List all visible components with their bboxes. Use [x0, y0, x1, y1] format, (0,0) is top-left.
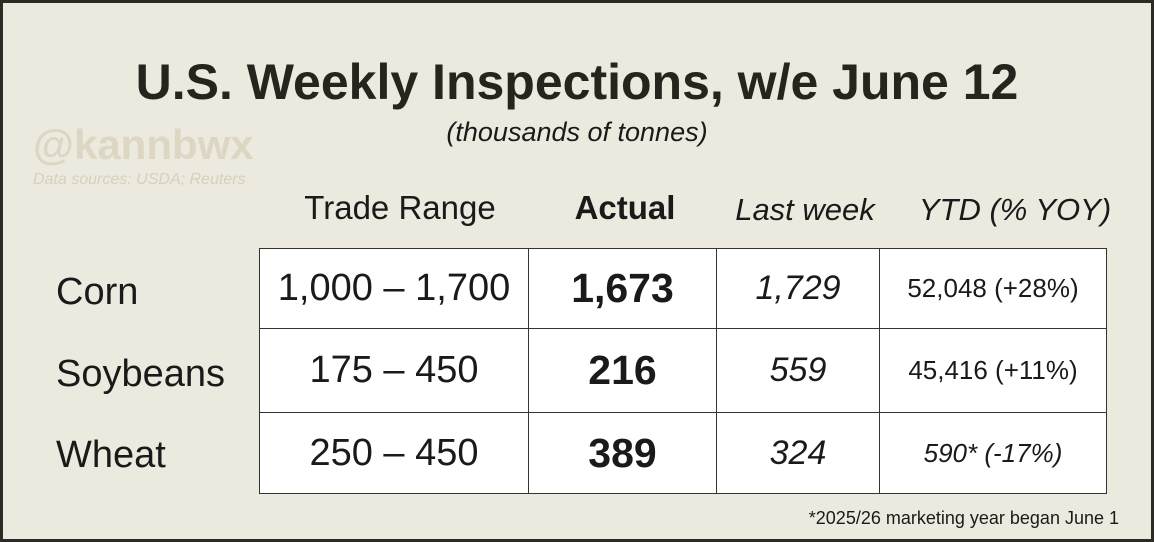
- row-label: Wheat: [56, 434, 166, 476]
- table-cell: 1,673: [528, 248, 717, 329]
- table-cell: 175 – 450: [259, 328, 529, 413]
- table-row: 1,000 – 1,700 1,673 1,729 52,048 (+28%): [259, 248, 1107, 329]
- table-cell: 1,000 – 1,700: [259, 248, 529, 329]
- table-cell: 389: [528, 412, 717, 494]
- footnote: *2025/26 marketing year began June 1: [808, 508, 1119, 528]
- column-header: Trade Range: [304, 189, 496, 226]
- title: U.S. Weekly Inspections, w/e June 12: [135, 54, 1019, 110]
- table: 1,000 – 1,700 1,673 1,729 52,048 (+28%) 175 …: [259, 248, 1107, 494]
- table-cell: 250 – 450: [259, 412, 529, 494]
- row-label: Soybeans: [56, 353, 226, 395]
- column-header: Last week: [735, 192, 875, 227]
- source: Data sources: USDA; Reuters: [33, 171, 246, 188]
- table-cell: 216: [528, 328, 717, 413]
- table-row: 175 – 450 216 559 45,416 (+11%): [259, 328, 1107, 413]
- table-cell: 324: [716, 412, 880, 494]
- table-cell: 590* (-17%): [879, 412, 1107, 494]
- table-row: 250 – 450 389 324 590* (-17%): [259, 412, 1107, 494]
- subtitle: (thousands of tonnes): [446, 117, 708, 147]
- table-cell: 1,729: [716, 248, 880, 329]
- table-cell: 559: [716, 328, 880, 413]
- row-label: Corn: [56, 271, 139, 313]
- watermark: @kannbwx: [33, 121, 254, 168]
- column-header: YTD (% YOY): [918, 192, 1112, 227]
- table-cell: 52,048 (+28%): [879, 248, 1107, 329]
- table-cell: 45,416 (+11%): [879, 328, 1107, 413]
- column-header: Actual: [574, 189, 676, 226]
